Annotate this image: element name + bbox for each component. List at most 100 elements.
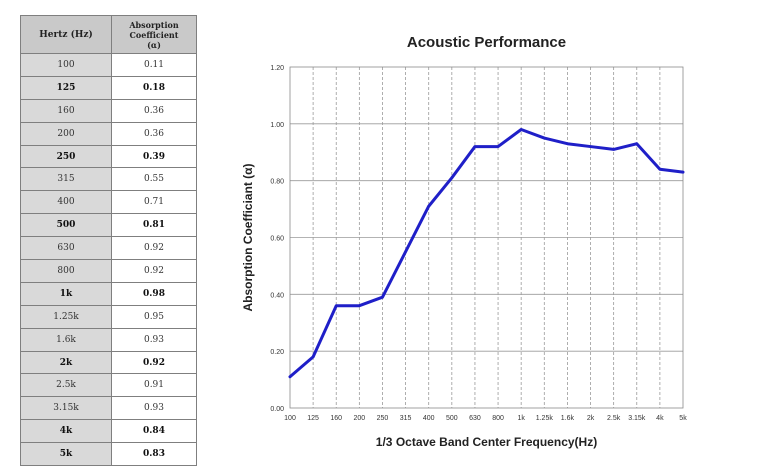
table-row: 2k 0.92 xyxy=(20,350,197,375)
frequency-cell: 315 xyxy=(20,167,112,192)
y-tick-label: 0.80 xyxy=(270,179,284,186)
coefficient-cell: 0.84 xyxy=(111,419,197,444)
frequency-cell: 160 xyxy=(20,98,112,123)
x-tick-label: 500 xyxy=(446,415,458,422)
coefficient-cell: 0.93 xyxy=(111,327,197,352)
y-tick-label: 0.60 xyxy=(270,236,284,243)
data-point xyxy=(658,168,662,171)
data-point xyxy=(427,205,430,208)
data-point xyxy=(404,250,407,253)
data-point xyxy=(612,148,615,151)
coefficient-cell: 0.18 xyxy=(111,75,197,100)
frequency-cell: 630 xyxy=(20,236,112,261)
x-tick-label: 3.15k xyxy=(628,415,646,422)
table-row: 200 0.36 xyxy=(20,121,197,146)
coefficient-cell: 0.81 xyxy=(111,213,197,238)
y-tick-label: 0.40 xyxy=(270,292,284,299)
frequency-cell: 1k xyxy=(20,281,112,306)
frequency-cell: 100 xyxy=(20,53,112,77)
x-tick-label: 4k xyxy=(656,415,664,422)
data-point xyxy=(288,375,292,378)
table-row: 800 0.92 xyxy=(20,259,197,283)
absorption-series-line xyxy=(288,128,685,379)
y-tick-label: 0.00 xyxy=(270,406,284,413)
coefficient-cell: 0.36 xyxy=(111,121,197,146)
table-row: 2.5k 0.91 xyxy=(20,373,197,398)
frequency-cell: 200 xyxy=(20,121,112,146)
frequency-cell: 400 xyxy=(20,190,112,215)
x-tick-label: 630 xyxy=(469,415,481,422)
chart-title: Acoustic Performance xyxy=(407,34,566,51)
data-point xyxy=(681,170,685,174)
header-hertz: Hertz (Hz) xyxy=(20,15,112,54)
frequency-cell: 2k xyxy=(20,350,112,375)
table-row: 1.25k 0.95 xyxy=(20,304,197,329)
header-absorption: Absorption Coefficient (α) xyxy=(111,15,197,54)
data-point xyxy=(473,145,477,148)
x-tick-label: 2.5k xyxy=(607,415,621,422)
table-header-row: Hertz (Hz) Absorption Coefficient (α) xyxy=(20,15,197,54)
x-tick-label: 1.25k xyxy=(536,415,554,422)
x-tick-label: 200 xyxy=(354,415,366,422)
frequency-cell: 125 xyxy=(20,75,112,100)
x-tick-label: 5k xyxy=(679,415,687,422)
x-tick-label: 400 xyxy=(423,415,435,422)
table-body: 100 0.11 125 0.18 160 0.36 200 0.36 250 0.39 315 0.… xyxy=(20,53,197,467)
y-tick-label: 1.00 xyxy=(270,122,284,129)
table-row: 160 0.36 xyxy=(20,98,197,123)
x-tick-label: 1.6k xyxy=(561,415,575,422)
x-tick-label: 250 xyxy=(377,415,389,422)
x-tick-label: 100 xyxy=(284,415,296,422)
coefficient-cell: 0.39 xyxy=(111,144,197,169)
y-tick-label: 1.20 xyxy=(270,65,284,72)
coefficient-cell: 0.83 xyxy=(111,442,197,467)
frequency-cell: 800 xyxy=(20,259,112,283)
table-row: 125 0.18 xyxy=(20,75,197,100)
coefficient-cell: 0.91 xyxy=(111,373,197,398)
data-point xyxy=(589,145,592,148)
coefficient-cell: 0.11 xyxy=(111,53,197,77)
coefficient-cell: 0.98 xyxy=(111,281,197,306)
table-row: 1k 0.98 xyxy=(20,281,197,306)
table-row: 500 0.81 xyxy=(20,213,197,238)
frequency-cell: 1.25k xyxy=(20,304,112,329)
data-point xyxy=(450,176,454,180)
x-tick-label: 160 xyxy=(330,415,342,422)
table-row: 4k 0.84 xyxy=(20,419,197,444)
x-axis-label: 1/3 Octave Band Center Frequency(Hz) xyxy=(376,435,597,449)
coefficient-cell: 0.92 xyxy=(111,236,197,261)
coefficient-cell: 0.71 xyxy=(111,190,197,215)
x-tick-label: 1k xyxy=(517,415,525,422)
table-row: 630 0.92 xyxy=(20,236,197,261)
data-point xyxy=(311,355,315,359)
frequency-cell: 5k xyxy=(20,442,112,467)
table-row: 100 0.11 xyxy=(20,53,197,77)
data-point xyxy=(358,304,361,307)
data-point xyxy=(335,304,338,307)
coefficient-cell: 0.36 xyxy=(111,98,197,123)
data-point xyxy=(381,295,384,299)
acoustic-performance-chart: Acoustic Performance 0.00 0.20 0.40 0.60 0.80… xyxy=(241,34,687,449)
table-row: 400 0.71 xyxy=(20,190,197,215)
coefficient-cell: 0.55 xyxy=(111,167,197,192)
data-point xyxy=(635,142,638,145)
absorption-table: Hertz (Hz) Absorption Coefficient (α) 10… xyxy=(20,15,197,467)
frequency-cell: 2.5k xyxy=(20,373,112,398)
coefficient-cell: 0.92 xyxy=(111,350,197,375)
header-absorption-line1: Absorption xyxy=(129,19,179,30)
coefficient-cell: 0.95 xyxy=(111,304,197,329)
table-row: 315 0.55 xyxy=(20,167,197,192)
header-absorption-line3: (α) xyxy=(147,39,161,50)
data-point xyxy=(566,142,569,145)
coefficient-cell: 0.92 xyxy=(111,259,197,283)
frequency-cell: 1.6k xyxy=(20,327,112,352)
data-point xyxy=(519,128,523,131)
table-row: 250 0.39 xyxy=(20,144,197,169)
frequency-cell: 3.15k xyxy=(20,396,112,421)
table-row: 5k 0.83 xyxy=(20,442,197,467)
x-tick-label: 315 xyxy=(400,415,412,422)
data-point xyxy=(543,136,546,140)
y-tick-label: 0.20 xyxy=(270,349,284,356)
x-tick-label: 2k xyxy=(587,415,595,422)
header-absorption-line2: Coefficient xyxy=(129,29,179,40)
